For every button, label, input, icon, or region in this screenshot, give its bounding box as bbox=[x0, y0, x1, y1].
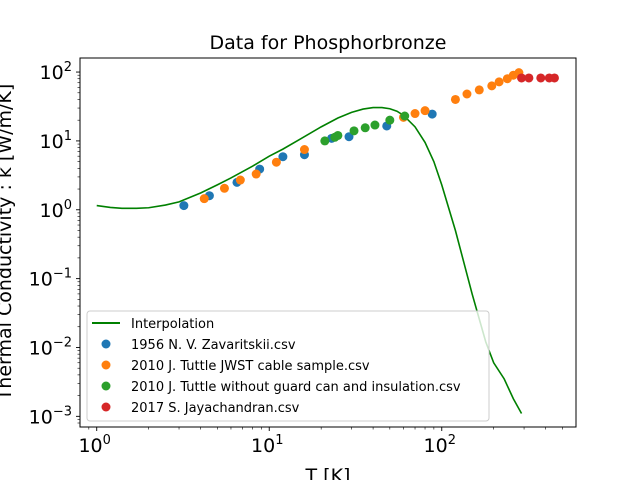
legend-box bbox=[86, 310, 490, 422]
legend-label-jayachandran: 2017 S. Jayachandran.csv bbox=[131, 401, 300, 416]
plot-frame bbox=[79, 57, 577, 428]
x-tick-label: 102 bbox=[424, 433, 456, 457]
legend-marker-jayachandran bbox=[101, 402, 111, 412]
interpolation-line bbox=[96, 106, 523, 414]
x-axis-label: T [K] bbox=[305, 465, 351, 480]
data-point-series-1 bbox=[199, 194, 209, 204]
data-point-series-1 bbox=[299, 145, 309, 155]
data-point-series-3 bbox=[517, 73, 527, 83]
x-tick-label: 100 bbox=[78, 433, 110, 457]
legend: Interpolation 1956 N. V. Zavaritskii.csv… bbox=[86, 310, 490, 422]
data-point-series-2 bbox=[385, 115, 395, 125]
x-tick-label: 101 bbox=[251, 433, 283, 457]
data-point-series-2 bbox=[360, 123, 370, 133]
data-point-series-0 bbox=[344, 132, 354, 142]
legend-label-tuttle-noguard: 2010 J. Tuttle without guard can and ins… bbox=[131, 380, 461, 395]
data-point-series-0 bbox=[179, 201, 189, 211]
data-point-series-3 bbox=[524, 73, 534, 83]
data-point-series-1 bbox=[251, 169, 261, 179]
data-point-series-2 bbox=[400, 111, 410, 121]
data-point-series-0 bbox=[278, 152, 288, 162]
data-point-series-1 bbox=[420, 106, 430, 116]
legend-marker-zavaritskii bbox=[101, 339, 111, 349]
legend-marker-tuttle-noguard bbox=[101, 381, 111, 391]
data-point-series-1 bbox=[410, 109, 420, 119]
y-tick-label: 10−3 bbox=[29, 404, 72, 428]
data-point-series-1 bbox=[450, 94, 460, 104]
plot-data-layer bbox=[96, 68, 559, 414]
data-point-series-1 bbox=[219, 183, 229, 193]
legend-label-zavaritskii: 1956 N. V. Zavaritskii.csv bbox=[131, 338, 296, 353]
legend-marker-tuttle-jwst bbox=[101, 360, 111, 370]
data-point-series-1 bbox=[487, 81, 497, 91]
y-tick-label: 100 bbox=[40, 198, 72, 222]
y-tick-label: 102 bbox=[40, 60, 72, 84]
data-point-series-1 bbox=[462, 89, 472, 99]
data-point-series-1 bbox=[474, 85, 484, 95]
data-point-series-0 bbox=[427, 109, 437, 119]
y-tick-label: 10−1 bbox=[29, 267, 72, 291]
data-point-series-1 bbox=[271, 157, 281, 167]
data-point-series-3 bbox=[536, 73, 546, 83]
data-point-series-2 bbox=[349, 126, 359, 136]
data-point-series-2 bbox=[370, 120, 380, 130]
y-axis-label: Thermal Conductivity : k [W/m/K] bbox=[0, 84, 16, 402]
data-point-series-2 bbox=[333, 130, 343, 140]
axes-layer: 100 101 102 10−3 10−2 10−1 100 101 102 bbox=[29, 60, 563, 457]
legend-label-interpolation: Interpolation bbox=[131, 317, 214, 332]
y-tick-label: 101 bbox=[40, 129, 72, 153]
data-point-series-2 bbox=[320, 136, 330, 146]
data-point-series-1 bbox=[494, 77, 504, 87]
data-point-series-3 bbox=[549, 73, 559, 83]
legend-label-tuttle-jwst: 2010 J. Tuttle JWST cable sample.csv bbox=[131, 359, 370, 374]
data-point-series-1 bbox=[235, 175, 245, 185]
y-tick-label: 10−2 bbox=[29, 335, 72, 359]
chart-title: Data for Phosphorbronze bbox=[210, 32, 447, 54]
